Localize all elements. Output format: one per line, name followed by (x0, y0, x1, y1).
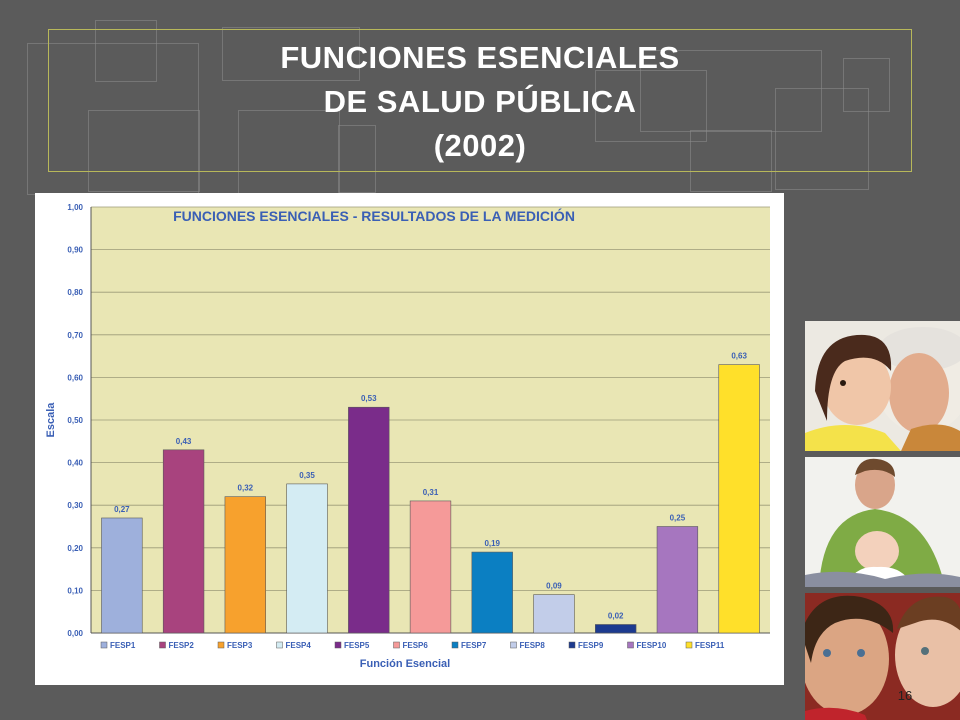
father-baby-photo (805, 457, 960, 587)
y-tick-label: 0,80 (67, 288, 83, 297)
bar (533, 594, 575, 634)
legend-swatch (159, 641, 166, 649)
slide-title-line: DE SALUD PÚBLICA (323, 84, 637, 119)
data-label: 0,63 (731, 352, 747, 361)
bar (595, 624, 637, 634)
decorative-square (843, 58, 890, 112)
y-tick-label: 0,10 (67, 586, 83, 595)
slide-title-line: (2002) (433, 128, 527, 163)
data-label: 0,53 (361, 394, 377, 403)
title-frame (48, 29, 912, 172)
decorative-square (640, 50, 822, 132)
y-tick-label: 0,00 (67, 629, 83, 638)
legend-label: FESP5 (344, 641, 370, 650)
legend-label: FESP3 (227, 641, 253, 650)
decorative-square (775, 88, 869, 190)
legend-swatch (568, 641, 576, 649)
data-label: 0,25 (670, 514, 686, 523)
y-tick-label: 1,00 (67, 203, 83, 212)
slide-title-line: FUNCIONES ESENCIALES (280, 40, 680, 75)
bar (471, 551, 513, 634)
grandmother-child-photo (805, 321, 960, 451)
legend-label: FESP4 (286, 641, 312, 650)
decorative-square (595, 70, 707, 142)
y-tick-label: 0,50 (67, 416, 83, 425)
children-faces-photo (805, 593, 960, 720)
y-tick-label: 0,40 (67, 459, 83, 468)
bar (409, 500, 452, 634)
legend-label: FESP9 (578, 641, 604, 650)
legend-swatch (685, 641, 693, 649)
data-label: 0,09 (546, 582, 562, 591)
y-tick-label: 0,60 (67, 373, 83, 382)
y-axis-title: Escala (45, 402, 57, 438)
legend-swatch (217, 641, 225, 649)
legend-label: FESP7 (461, 641, 487, 650)
legend-label: FESP10 (637, 641, 667, 650)
chart-title: FUNCIONES ESENCIALES - RESULTADOS DE LA … (173, 207, 575, 224)
y-tick-label: 0,90 (67, 246, 83, 255)
legend-swatch (393, 641, 400, 649)
legend-swatch (276, 641, 283, 649)
bar (162, 449, 205, 634)
data-label: 0,27 (114, 505, 130, 514)
data-label: 0,31 (423, 488, 439, 497)
bar-chart-svg: 0,00 0,10 0,20 0,30 0,40 0,50 0,60 0,70 0,80 0,90… (45, 203, 770, 670)
data-label: 0,02 (608, 611, 624, 620)
decorative-square (690, 130, 772, 192)
data-label: 0,19 (484, 539, 500, 548)
legend-swatch (334, 641, 342, 649)
decorative-square (95, 20, 157, 82)
y-tick-label: 0,70 (67, 331, 83, 340)
bar-chart: 0,00 0,10 0,20 0,30 0,40 0,50 0,60 0,70 0,80 0,90… (35, 193, 784, 685)
bar (718, 364, 760, 634)
decorative-square (88, 110, 200, 192)
bar (224, 496, 266, 634)
bar (286, 483, 328, 634)
decorative-square (222, 27, 360, 81)
data-label: 0,43 (176, 437, 192, 446)
legend-label: FESP8 (520, 641, 546, 650)
legend-swatch (100, 641, 108, 649)
data-label: 0,35 (299, 471, 315, 480)
legend-label: FESP6 (403, 641, 429, 650)
bar (348, 406, 390, 634)
legend-swatch (451, 641, 459, 649)
legend-swatch (510, 641, 517, 649)
slide-title: FUNCIONES ESENCIALES DE SALUD PÚBLICA (2… (200, 36, 760, 168)
data-label: 0,32 (238, 484, 254, 493)
x-axis-title: Función Esencial (360, 658, 450, 670)
page-number: 16 (897, 688, 913, 703)
legend-label: FESP2 (169, 641, 195, 650)
y-tick-label: 0,20 (67, 544, 83, 553)
decorative-square (338, 125, 376, 193)
y-tick-label: 0,30 (67, 501, 83, 510)
legend-label: FESP1 (110, 641, 136, 650)
legend-label: FESP11 (695, 641, 725, 650)
bar (656, 526, 699, 634)
legend-swatch (627, 641, 634, 649)
bar (101, 517, 143, 634)
